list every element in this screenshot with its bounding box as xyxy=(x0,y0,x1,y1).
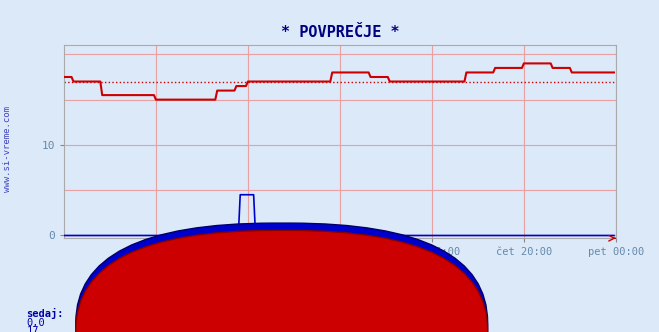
Text: 19: 19 xyxy=(211,326,223,332)
Text: 0,2: 0,2 xyxy=(145,318,163,328)
Title: * POVPREČJE *: * POVPREČJE * xyxy=(281,25,399,40)
Text: min.:: min.: xyxy=(79,309,110,319)
Text: padavine[mm]: padavine[mm] xyxy=(293,318,368,328)
Text: www.si-vreme.com: www.si-vreme.com xyxy=(3,106,13,193)
Text: * POVPREČJE *: * POVPREČJE * xyxy=(277,309,358,319)
Text: temp. rosišča[C]: temp. rosišča[C] xyxy=(293,325,393,332)
Text: 17: 17 xyxy=(26,326,39,332)
Text: 5,1: 5,1 xyxy=(211,318,229,328)
Text: povpr.:: povpr.: xyxy=(145,309,188,319)
Text: 0,0: 0,0 xyxy=(79,318,98,328)
Text: zadnji dan / 5 minut.: zadnji dan / 5 minut. xyxy=(264,284,395,294)
Text: maks.:: maks.: xyxy=(211,309,248,319)
Text: 15: 15 xyxy=(79,326,92,332)
Text: Slovenija / vremenski podatki - ročne postaje.: Slovenija / vremenski podatki - ročne po… xyxy=(186,272,473,283)
Text: Meritve: povprečne  Enote: metrične  Črta: minmum: Meritve: povprečne Enote: metrične Črta:… xyxy=(177,294,482,306)
Text: 17: 17 xyxy=(145,326,158,332)
Text: 0,0: 0,0 xyxy=(26,318,45,328)
Text: sedaj:: sedaj: xyxy=(26,308,64,319)
